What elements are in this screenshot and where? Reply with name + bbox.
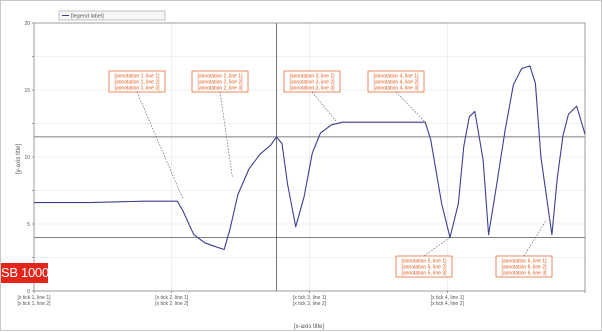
annotation-connector (136, 91, 184, 199)
annotation-box: [annotation 1, line 1][annotation 1, lin… (108, 70, 166, 93)
annotation-text: [annotation 3, line 3] (289, 86, 335, 92)
x-tick-labels: [x tick 1, line 1][x tick 1, line 2][x t… (17, 291, 586, 307)
grid-layer (33, 22, 586, 292)
x-tick-label-line: [x tick 4, line 2] (431, 301, 465, 307)
annotation-box: [annotation 6, line 1][annotation 6, lin… (495, 255, 553, 278)
annotation-connector (423, 237, 451, 257)
annotation-box-border (108, 70, 166, 93)
x-tick-label-line: [x tick 1, line 2] (17, 301, 51, 307)
x-tick-label-line: [x tick 3, line 2] (293, 301, 327, 307)
annotation-box: [annotation 4, line 1][annotation 4, lin… (367, 70, 425, 93)
x-tick-label-line: [x tick 2, line 2] (155, 301, 189, 307)
reference-lines (34, 23, 585, 291)
y-tick-label: 10 (24, 155, 30, 161)
annotation-text: [annotation 6, line 1] (501, 259, 547, 265)
annotation-connector (523, 219, 547, 257)
y-tick-label: 15 (24, 88, 30, 94)
annotation-text: [annotation 4, line 1] (373, 74, 419, 80)
x-tick-label-line: [x tick 1, line 1] (17, 295, 51, 301)
annotation-text: [annotation 4, line 3] (373, 86, 419, 92)
annotation-text: [annotation 5, line 1] (401, 259, 447, 265)
annotation-text: [annotation 2, line 3] (197, 86, 243, 92)
annotation-text: [annotation 6, line 3] (501, 271, 547, 277)
x-axis-title: [x-axis title] (294, 324, 324, 330)
annotation-text: [annotation 2, line 1] (197, 74, 243, 80)
annotation-box-border (283, 70, 341, 93)
annotation-connector (395, 91, 426, 123)
x-tick-label: [x tick 2, line 1][x tick 2, line 2] (155, 291, 189, 307)
x-tick-label-line: [x tick 3, line 1] (293, 295, 327, 301)
annotation-connectors (136, 91, 547, 257)
annotation-text: [annotation 1, line 1] (114, 74, 160, 80)
annotations: [annotation 1, line 1][annotation 1, lin… (108, 70, 553, 278)
y-tick-label: 20 (24, 21, 30, 27)
annotation-text: [annotation 5, line 3] (401, 271, 447, 277)
annotation-text: [annotation 3, line 1] (289, 74, 335, 80)
annotation-text: [annotation 6, line 2] (501, 265, 547, 271)
annotation-text: [annotation 1, line 2] (114, 80, 160, 86)
annotation-box: [annotation 3, line 1][annotation 3, lin… (283, 70, 341, 93)
y-tick-label: 0 (27, 289, 30, 295)
annotation-connector (219, 91, 233, 178)
annotation-text: [annotation 3, line 2] (289, 80, 335, 86)
annotation-text: [annotation 1, line 3] (114, 86, 160, 92)
brand-badge: SB 1000 (1, 263, 48, 283)
annotation-box: [annotation 2, line 1][annotation 2, lin… (191, 70, 249, 93)
y-tick-label: 5 (27, 222, 30, 228)
legend-label: [legend label] (71, 14, 104, 20)
x-tick-label: [x tick 1, line 1][x tick 1, line 2] (17, 291, 51, 307)
annotation-box: [annotation 5, line 1][annotation 5, lin… (395, 255, 453, 278)
x-tick-label-line: [x tick 4, line 1] (431, 295, 465, 301)
series-line (34, 65, 586, 251)
annotation-text: [annotation 4, line 2] (373, 80, 419, 86)
x-tick-label-line: [x tick 2, line 1] (155, 295, 189, 301)
annotation-connector (311, 91, 338, 123)
legend: [legend label] (58, 10, 166, 21)
annotation-box-border (495, 255, 553, 278)
x-tick-label: [x tick 3, line 1][x tick 3, line 2] (293, 291, 327, 307)
x-tick-label: [x tick 4, line 1][x tick 4, line 2] (431, 291, 465, 307)
annotation-box-border (367, 70, 425, 93)
y-axis-title: [y-axis title] (16, 144, 22, 174)
legend-box (58, 10, 166, 21)
annotation-box-border (395, 255, 453, 278)
y-tick-labels: 0 5 10 15 20 (24, 21, 34, 295)
annotation-text: [annotation 2, line 2] (197, 80, 243, 86)
annotation-text: [annotation 5, line 2] (401, 265, 447, 271)
annotation-box-border (191, 70, 249, 93)
